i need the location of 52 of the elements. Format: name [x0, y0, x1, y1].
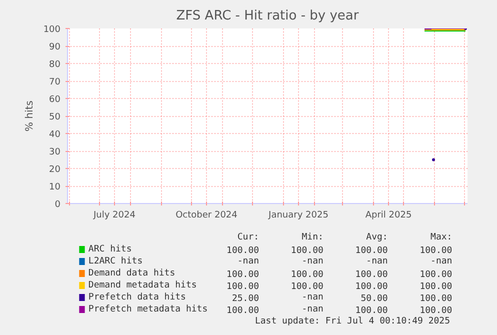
text: Last update: Fri Jul 4 00:10:49 2025	[254, 316, 450, 326]
x-tick-label: January 2025	[268, 210, 328, 220]
y-tick-label: 10	[49, 182, 61, 192]
text: 100.00	[355, 306, 388, 316]
y-tick-label: 70	[49, 78, 61, 88]
legend-label: Demand metadata hits	[88, 280, 197, 290]
text: 100.00	[290, 270, 324, 280]
y-tick-label: 60	[49, 95, 61, 105]
y-tick-label: 20	[49, 165, 61, 175]
text: Max:	[430, 232, 452, 242]
legend-label: Prefetch data hits	[88, 292, 186, 302]
text: 100.00	[226, 270, 260, 280]
text: 100.00	[355, 270, 388, 280]
text: 100.00	[420, 270, 452, 280]
text: -nan	[302, 304, 324, 314]
text: 100.00	[226, 246, 260, 256]
text: Min:	[302, 232, 324, 242]
legend-label: Prefetch metadata hits	[88, 304, 208, 314]
x-tick-label: July 2024	[92, 210, 136, 220]
y-tick-label: 80	[49, 60, 61, 70]
legend-label: L2ARC hits	[88, 256, 143, 266]
text: 100.00	[420, 282, 452, 292]
text: 100.00	[290, 282, 324, 292]
y-tick-label: 40	[49, 130, 61, 140]
chart-title: ZFS ARC - Hit ratio - by year	[176, 8, 360, 24]
text: 100.00	[290, 246, 324, 256]
text: -nan	[366, 256, 388, 266]
text: 100.00	[420, 306, 452, 316]
text: 100.00	[355, 282, 388, 292]
text: -nan	[430, 256, 452, 266]
text: 50.00	[360, 294, 388, 304]
text: -nan	[302, 292, 324, 302]
text: 100.00	[226, 306, 260, 316]
y-tick-label: 100	[43, 25, 61, 35]
text: -nan	[237, 256, 260, 266]
text: 25.00	[232, 294, 260, 304]
y-tick-label: 30	[49, 148, 61, 158]
legend-label: Demand data hits	[88, 268, 176, 278]
text: -nan	[302, 256, 324, 266]
y-tick-label: 90	[49, 42, 61, 52]
legend-label: ARC hits	[88, 244, 132, 254]
text: 100.00	[355, 246, 388, 256]
text: 100.00	[420, 294, 452, 304]
text: 100.00	[420, 246, 452, 256]
y-tick-label: 50	[49, 112, 61, 122]
x-tick-label: April 2025	[365, 210, 412, 220]
x-tick-label: October 2024	[176, 210, 238, 220]
text: 100.00	[226, 282, 260, 292]
text: Avg:	[366, 232, 388, 242]
text: Cur:	[237, 232, 260, 242]
y-tick-label: 0	[54, 200, 61, 210]
y-axis-title: % hits	[24, 100, 36, 132]
